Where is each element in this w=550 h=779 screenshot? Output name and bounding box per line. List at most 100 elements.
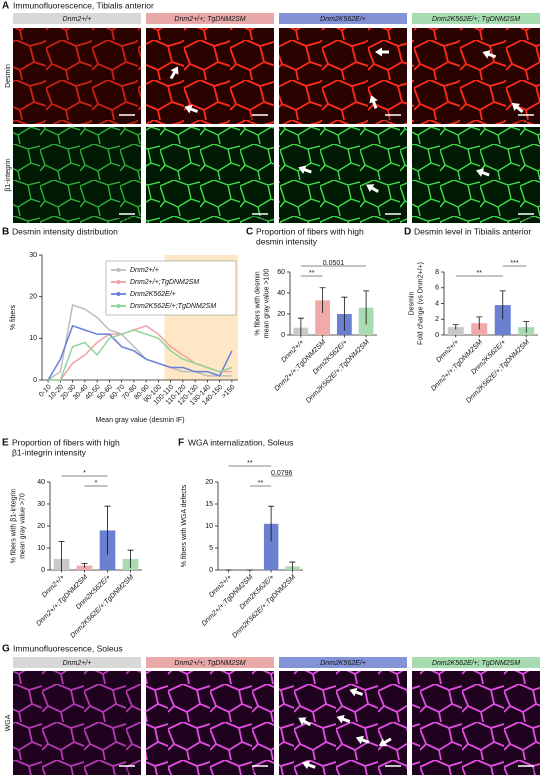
column-header bbox=[146, 657, 274, 668]
legend-text: Dnm2K562E/+;TgDNM2SM bbox=[130, 303, 216, 310]
chart-title: Desmin level in Tibialis anterior bbox=[414, 226, 531, 236]
micrograph-texture bbox=[13, 127, 141, 223]
x-tick-label: >150 bbox=[220, 384, 236, 400]
y-tick-label: 30 bbox=[29, 252, 37, 259]
y-tick-label: 4 bbox=[435, 300, 439, 307]
legend-text: Dnm2+/+;TgDNM2SM bbox=[130, 279, 199, 286]
arrow bbox=[476, 168, 490, 177]
column-header bbox=[412, 13, 540, 24]
column-header-text: Dnm2K562E/+ bbox=[320, 16, 366, 23]
y-tick-label: 20 bbox=[29, 294, 37, 301]
error-bar bbox=[58, 541, 65, 570]
micrograph-texture bbox=[279, 28, 407, 124]
scale-bar-text: 50 µm bbox=[117, 117, 137, 124]
scale-bar-text: 50 µm bbox=[516, 117, 536, 124]
legend-marker bbox=[116, 268, 121, 272]
row-label: β1-integrin bbox=[5, 158, 12, 191]
scale-bar-text: 50 µm bbox=[250, 117, 270, 124]
column-header-text: Dnm2K562E/+; TgDNM2SM bbox=[432, 660, 520, 667]
panel-title: Immunofluorescence, Tibialis anterior bbox=[13, 0, 154, 10]
micrograph-texture bbox=[146, 127, 274, 223]
column-header bbox=[13, 657, 141, 668]
bar bbox=[494, 305, 511, 335]
error-bar bbox=[523, 321, 530, 333]
arrow bbox=[298, 165, 312, 174]
error-bar bbox=[297, 317, 304, 335]
y-tick-label: 20 bbox=[205, 479, 213, 486]
significance-text: ** bbox=[477, 270, 483, 277]
bar bbox=[263, 523, 279, 570]
y-tick-label: 30 bbox=[37, 501, 45, 508]
significance-text: * bbox=[95, 480, 98, 487]
y-tick-label: 8 bbox=[435, 269, 439, 276]
scale-bar-text: 50 µm bbox=[250, 216, 270, 223]
error-bar bbox=[81, 563, 88, 568]
y-tick-label: 40 bbox=[37, 479, 45, 486]
column-header bbox=[146, 13, 274, 24]
micrograph-texture bbox=[13, 671, 141, 775]
error-bar bbox=[341, 296, 348, 331]
y-tick-label: 10 bbox=[205, 523, 213, 530]
significance-text: 0.0796 bbox=[271, 470, 293, 477]
row-label: WGA bbox=[5, 714, 12, 731]
error-bar bbox=[476, 316, 483, 330]
y-tick-label: 15 bbox=[205, 501, 213, 508]
series-line bbox=[48, 329, 233, 381]
arrow bbox=[355, 735, 370, 745]
arrow bbox=[366, 184, 379, 193]
micrograph-texture bbox=[279, 127, 407, 223]
error-bar bbox=[452, 324, 459, 330]
column-header-text: Dnm2+/+; TgDNM2SM bbox=[174, 16, 245, 23]
y-axis-label: % fibers with β1-integrin bbox=[10, 488, 17, 563]
legend-marker bbox=[116, 280, 121, 284]
arrow bbox=[169, 66, 179, 80]
error-bar bbox=[319, 287, 326, 313]
y-axis-label: Desmin bbox=[408, 292, 415, 316]
scale-bar-text: 50 µm bbox=[117, 216, 137, 223]
arrow bbox=[375, 47, 389, 57]
micrograph-texture bbox=[412, 671, 540, 775]
column-header bbox=[412, 657, 540, 668]
panel-label: A bbox=[2, 1, 9, 12]
column-header-text: Dnm2K562E/+ bbox=[320, 660, 366, 667]
chart-title: WGA internalization, Soleus bbox=[188, 437, 293, 447]
y-tick-label: 0 bbox=[281, 332, 285, 339]
legend-text: Dnm2K562E/+ bbox=[130, 291, 176, 298]
error-bar bbox=[127, 549, 134, 568]
chart-title: Proportion of fibers with high bbox=[256, 226, 364, 236]
legend-text: Dnm2+/+ bbox=[130, 267, 159, 274]
y-tick-label: 20 bbox=[277, 311, 285, 318]
scale-bar-text: 50 µm bbox=[383, 768, 403, 775]
y-tick-label: 20 bbox=[37, 523, 45, 530]
panel-label: F bbox=[178, 438, 184, 449]
column-header bbox=[279, 657, 407, 668]
significance-text: 0.0501 bbox=[323, 260, 345, 267]
significance-text: ** bbox=[309, 270, 315, 277]
panel-label: G bbox=[2, 644, 10, 655]
y-tick-label: 0 bbox=[209, 567, 213, 574]
micrograph-texture bbox=[13, 28, 141, 124]
y-tick-label: 0 bbox=[435, 332, 439, 339]
arrow bbox=[184, 104, 199, 114]
bar bbox=[315, 300, 331, 335]
panel-label: C bbox=[246, 227, 253, 238]
scale-bar-text: 50 µm bbox=[250, 768, 270, 775]
column-header-text: Dnm2+/+ bbox=[63, 16, 92, 23]
arrow bbox=[378, 737, 392, 747]
panel-title: Immunofluorescence, Soleus bbox=[13, 643, 123, 653]
arrow bbox=[349, 687, 364, 697]
chart-title: β1-integrin intensity bbox=[12, 447, 87, 457]
column-header-text: Dnm2+/+; TgDNM2SM bbox=[174, 660, 245, 667]
arrow bbox=[336, 714, 351, 724]
row-label: Desmin bbox=[5, 64, 12, 88]
error-bar bbox=[499, 290, 506, 320]
micrograph-texture bbox=[146, 28, 274, 124]
y-axis-label: mean gray value >70 bbox=[19, 493, 26, 559]
error-bar bbox=[268, 505, 275, 542]
scale-bar-text: 50 µm bbox=[383, 216, 403, 223]
chart-title: Desmin intensity distribution bbox=[12, 226, 118, 236]
bar bbox=[447, 327, 464, 335]
significance-text: *** bbox=[510, 260, 518, 267]
